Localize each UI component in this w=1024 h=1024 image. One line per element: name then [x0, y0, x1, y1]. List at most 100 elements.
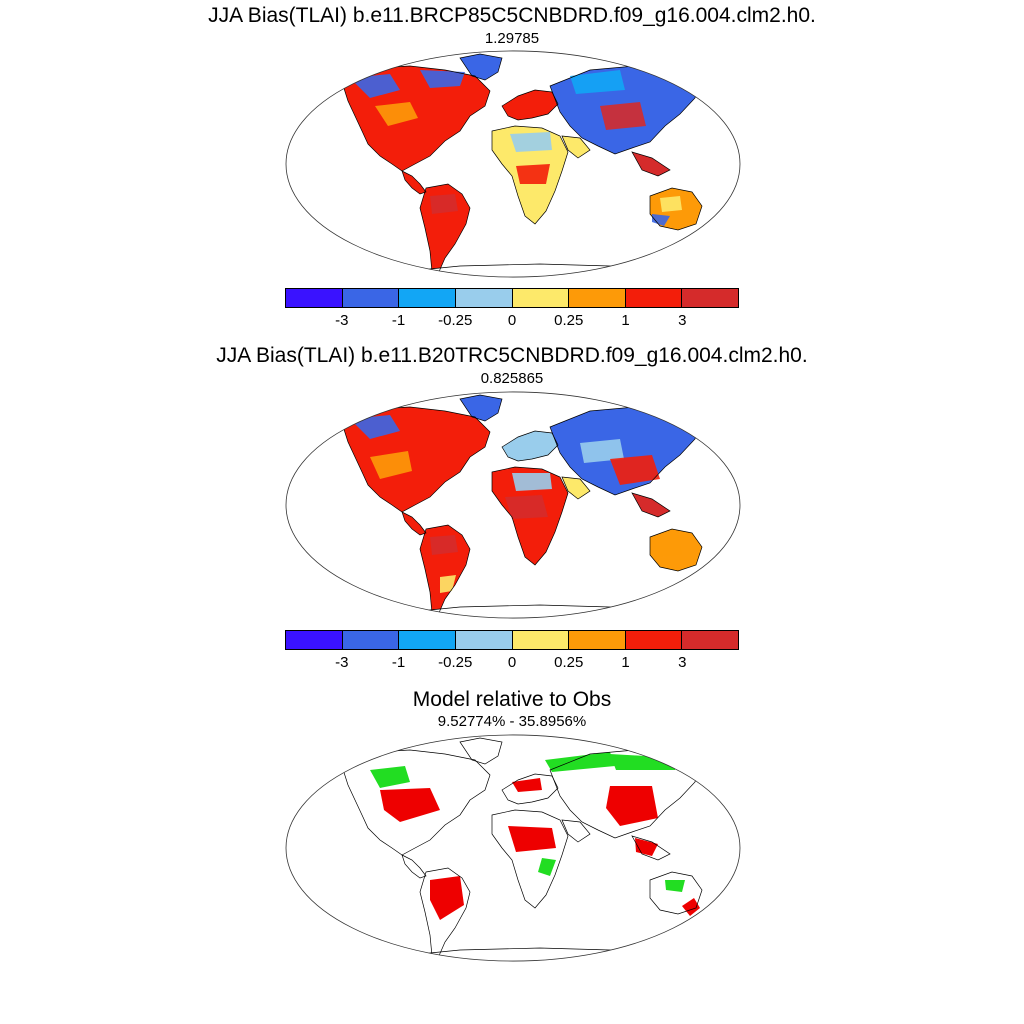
bias-patch — [660, 196, 682, 212]
panel-3-map — [285, 734, 741, 962]
land-antarctica — [400, 948, 660, 962]
colorbar-tick-label: -3 — [335, 654, 349, 671]
panel-1-colorbar-labels: -3 -1 -0.25 0 0.25 1 3 — [285, 312, 739, 330]
bias-patch — [370, 451, 412, 479]
colorbar-tick-label: -0.25 — [438, 654, 473, 671]
relative-patch — [380, 788, 440, 822]
land-central-america — [402, 512, 426, 535]
coastline-greenland — [459, 737, 503, 765]
colorbar-box — [455, 631, 513, 649]
panel-2-colorbar-labels: -3 -1 -0.25 0 0.25 1 3 — [285, 654, 739, 672]
relative-patch — [606, 786, 658, 826]
coastline-europe — [501, 89, 559, 121]
colorbar-box — [342, 631, 400, 649]
colorbar-tick-label: -0.25 — [438, 312, 473, 329]
land-europe — [502, 90, 558, 120]
land-antarctica — [400, 264, 660, 278]
colorbar-box — [286, 289, 343, 307]
colorbar-tick-label: 0.25 — [554, 312, 584, 329]
land-asia — [550, 407, 700, 495]
coastline-europe — [501, 430, 559, 462]
land-africa — [492, 810, 568, 908]
land-central-america — [402, 855, 426, 878]
relative-patch — [512, 778, 542, 792]
panel-1-colorbar — [285, 288, 739, 308]
bias-patch — [610, 455, 660, 485]
coastline-se-asia — [631, 151, 671, 177]
land-arabia — [562, 820, 590, 842]
coastline-se-asia — [631, 835, 671, 861]
relative-patch — [545, 752, 615, 772]
map-border — [285, 734, 741, 962]
land-se-asia — [632, 152, 670, 176]
land-arabia — [562, 136, 590, 158]
coastline-north-america — [339, 406, 491, 513]
coastline-arabia — [561, 476, 591, 500]
panel-2-colorbar — [285, 630, 739, 650]
coastline-australia — [649, 871, 703, 915]
colorbar-box — [682, 289, 738, 307]
map-border — [285, 50, 741, 278]
coastline-africa — [491, 809, 569, 909]
relative-patch — [665, 880, 685, 892]
relative-patch — [370, 766, 410, 788]
coastline-south-america — [419, 524, 471, 616]
coastline-greenland — [459, 53, 503, 81]
coastline-south-america — [419, 183, 471, 275]
land-antarctica — [400, 605, 660, 619]
colorbar-box — [512, 631, 570, 649]
coastline-central-america — [401, 170, 427, 195]
colorbar-tick-label: 1 — [621, 312, 630, 329]
bias-patch — [516, 164, 550, 184]
colorbar-tick-label: 3 — [678, 312, 687, 329]
colorbar-box — [455, 289, 513, 307]
bias-patch — [350, 415, 400, 439]
land-arabia — [562, 477, 590, 499]
colorbar-tick-label: 3 — [678, 654, 687, 671]
colorbar-tick-label: -1 — [391, 654, 406, 671]
relative-patch — [430, 876, 464, 920]
panel-1-title: JJA Bias(TLAI) b.e11.BRCP85C5CNBDRD.f09_… — [208, 4, 816, 27]
bias-patch — [600, 102, 646, 130]
bias-patch — [512, 473, 552, 491]
colorbar-box — [682, 631, 738, 649]
bias-patch — [510, 132, 552, 152]
coastline-se-asia — [631, 492, 671, 518]
land-se-asia — [632, 493, 670, 517]
coastline-north-america — [339, 749, 491, 856]
coastline-africa — [491, 125, 569, 225]
panel-1-map — [285, 50, 741, 278]
bias-patch — [652, 533, 682, 557]
bias-patch — [570, 70, 625, 94]
panel-2-subtitle: 0.825865 — [480, 370, 544, 387]
coastline-australia — [649, 528, 703, 572]
colorbar-box — [342, 289, 400, 307]
panel-2-map — [285, 391, 741, 619]
colorbar-box — [625, 289, 683, 307]
colorbar-tick-label: 0.25 — [554, 654, 584, 671]
coastline-africa — [491, 466, 569, 566]
coastline-europe — [501, 773, 559, 805]
bias-patch — [375, 102, 418, 126]
coastline-greenland — [459, 394, 503, 422]
coastline-arabia — [561, 819, 591, 843]
coastline-central-america — [401, 511, 427, 536]
land-central-america — [402, 171, 426, 194]
bias-patch — [420, 70, 465, 88]
relative-patch — [538, 858, 556, 876]
colorbar-tick-label: -1 — [391, 312, 406, 329]
coastline-australia — [649, 187, 703, 231]
colorbar-tick-label: 0 — [507, 312, 517, 329]
coastline-arabia — [561, 135, 591, 159]
relative-patch — [508, 826, 556, 852]
colorbar-box — [286, 631, 343, 649]
bias-patch — [430, 194, 458, 214]
map-border — [285, 391, 741, 619]
colorbar-box — [399, 631, 456, 649]
panel-1-subtitle: 1.29785 — [484, 30, 540, 47]
panel-3-subtitle: 9.52774% - 35.8956% — [437, 713, 587, 730]
bias-patch — [652, 214, 670, 226]
colorbar-tick-label: 0 — [507, 654, 517, 671]
colorbar-tick-label: 1 — [621, 654, 630, 671]
panel-2-title: JJA Bias(TLAI) b.e11.B20TRC5CNBDRD.f09_g… — [216, 344, 808, 367]
